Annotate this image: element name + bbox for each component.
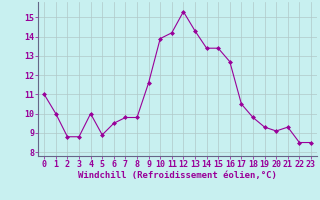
X-axis label: Windchill (Refroidissement éolien,°C): Windchill (Refroidissement éolien,°C) — [78, 171, 277, 180]
